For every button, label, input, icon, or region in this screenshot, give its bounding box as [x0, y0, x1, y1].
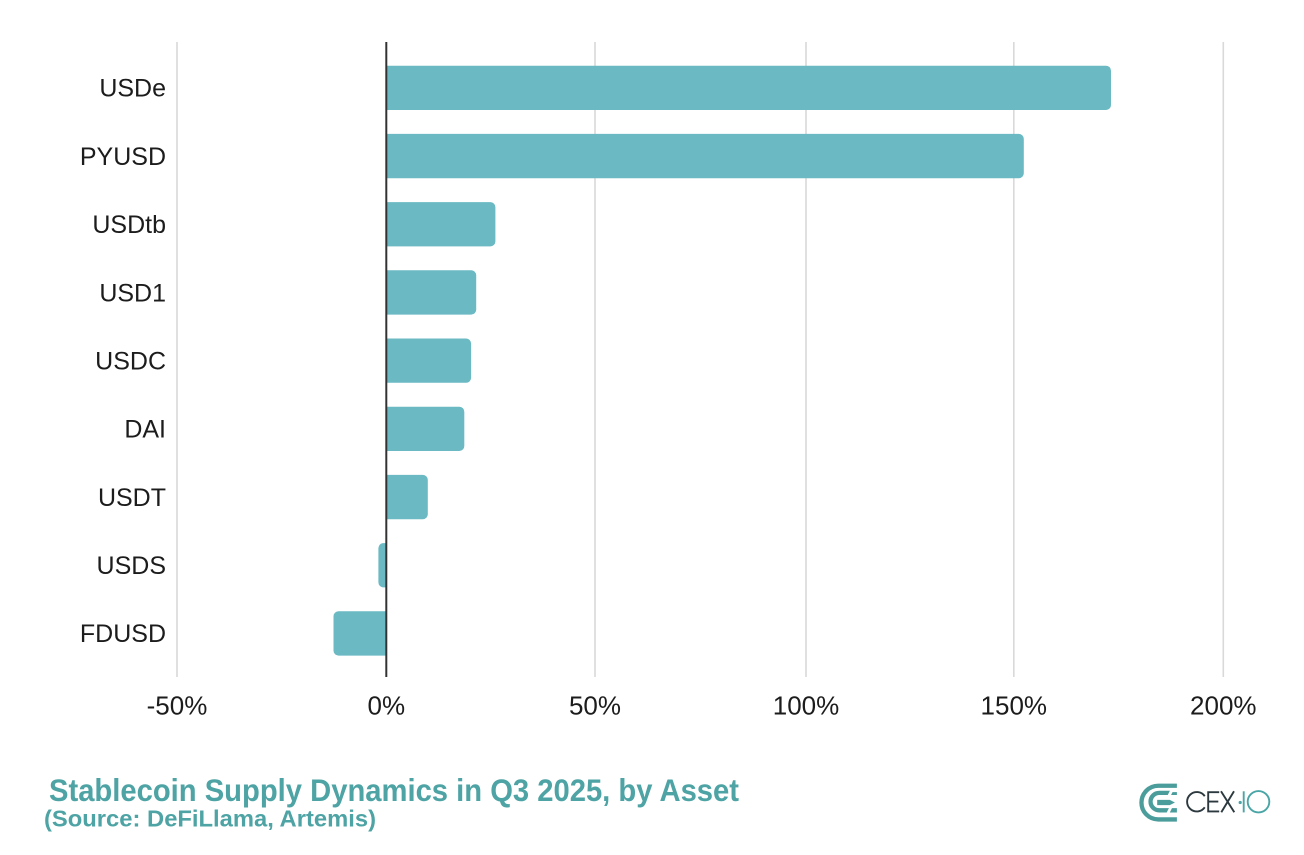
- svg-text:100%: 100%: [773, 691, 840, 721]
- svg-text:-50%: -50%: [147, 691, 208, 721]
- svg-text:PYUSD: PYUSD: [80, 143, 166, 171]
- svg-text:USDtb: USDtb: [92, 211, 166, 239]
- svg-text:FDUSD: FDUSD: [80, 620, 166, 648]
- svg-text:USDT: USDT: [98, 484, 166, 512]
- svg-text:USDe: USDe: [99, 75, 166, 103]
- svg-text:USDS: USDS: [97, 552, 166, 580]
- svg-text:150%: 150%: [981, 691, 1048, 721]
- svg-text:50%: 50%: [569, 691, 621, 721]
- svg-text:(Source: DeFiLlama, Artemis): (Source: DeFiLlama, Artemis): [44, 805, 376, 831]
- svg-text:200%: 200%: [1190, 691, 1257, 721]
- svg-text:USD1: USD1: [99, 279, 166, 307]
- svg-text:USDC: USDC: [95, 347, 166, 375]
- svg-text:0%: 0%: [368, 691, 406, 721]
- svg-text:DAI: DAI: [124, 416, 166, 444]
- svg-text:Stablecoin Supply Dynamics in: Stablecoin Supply Dynamics in Q3 2025, b…: [49, 772, 739, 808]
